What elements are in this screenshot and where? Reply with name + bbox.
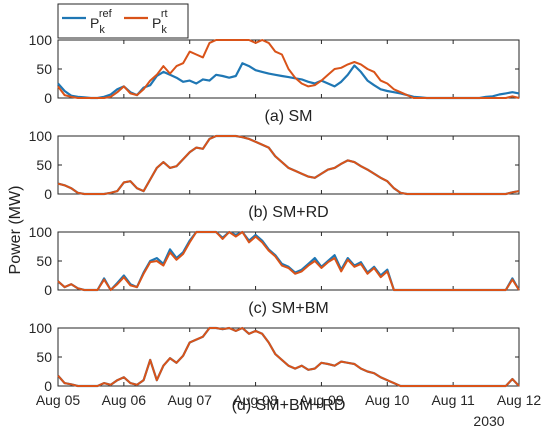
y-tick-label: 0 — [44, 90, 52, 106]
series-line-rt — [57, 135, 520, 195]
series-line-ref — [57, 326, 520, 388]
y-tick-label: 100 — [29, 32, 53, 48]
legend-entry-label: Pkref — [90, 8, 113, 36]
series-line-ref — [57, 134, 520, 196]
x-tick-label: Aug 05 — [36, 392, 81, 408]
plot-area-box — [57, 135, 520, 195]
panel-3: 0 50 100 (d) SM+BM+RD — [29, 320, 520, 414]
legend-entry-label: Pkrt — [152, 8, 168, 36]
chart-panels: 0 50 100 (a) SM 0 50 100 (b) SM+RD 0 50 100 (c) SM+… — [29, 32, 542, 429]
series-line-rt — [57, 39, 520, 99]
x-tick-label: Aug 07 — [168, 392, 213, 408]
y-tick-label: 100 — [29, 320, 53, 336]
y-tick-label: 50 — [36, 253, 52, 269]
panel-caption: (b) SM+RD — [248, 204, 328, 221]
panel-caption: (c) SM+BM — [248, 300, 328, 317]
panel-caption: (a) SM — [265, 108, 313, 125]
y-tick-label: 0 — [44, 282, 52, 298]
x-tick-label: Aug 08 — [233, 392, 278, 408]
y-tick-label: 50 — [36, 157, 52, 173]
x-tick-label: Aug 09 — [299, 392, 344, 408]
chart-legend: Pkref Pkrt — [57, 3, 189, 39]
x-tick-label: Aug 12 — [497, 392, 542, 408]
y-axis-label: Power (MW) — [7, 186, 24, 275]
panel-2: 0 50 100 (c) SM+BM — [29, 224, 520, 317]
panel-1: 0 50 100 (b) SM+RD — [29, 128, 520, 221]
y-tick-label: 50 — [36, 349, 52, 365]
series-line-rt — [57, 327, 520, 387]
series-line-rt — [57, 231, 520, 291]
legend-box — [57, 3, 189, 39]
panel-caption: (d) SM+BM+RD — [232, 397, 346, 414]
x-tick-label: Aug 11 — [431, 392, 475, 408]
x-tick-label: Aug 10 — [365, 392, 410, 408]
y-tick-label: 100 — [29, 224, 53, 240]
panel-0: 0 50 100 (a) SM — [29, 32, 520, 125]
y-tick-label: 50 — [36, 61, 52, 77]
plot-area-box — [57, 327, 520, 387]
x-tick-label: Aug 06 — [102, 392, 147, 408]
x-year-label: 2030 — [473, 413, 504, 429]
y-tick-label: 0 — [44, 378, 52, 394]
y-tick-label: 0 — [44, 186, 52, 202]
y-tick-label: 100 — [29, 128, 53, 144]
